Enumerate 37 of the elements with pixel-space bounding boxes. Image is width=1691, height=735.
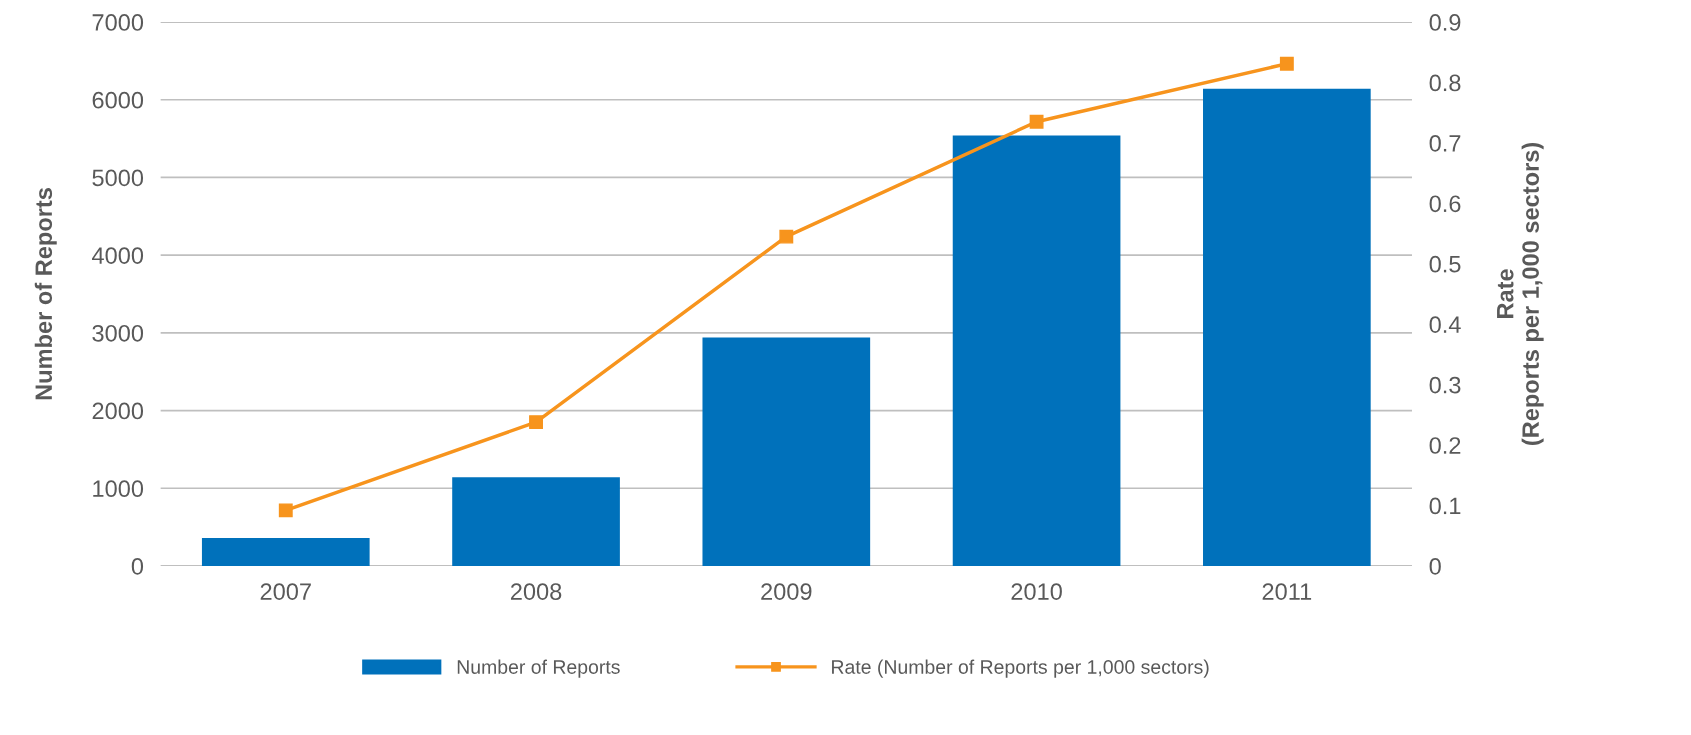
point	[1029, 114, 1044, 129]
y2-tick-label: 0.6	[1429, 195, 1461, 213]
legend-label: Rate (Number of Reports per 1,000 sectors)	[832, 659, 1209, 678]
bar	[952, 135, 1121, 566]
y2-tick-label: 0.1	[1429, 497, 1461, 515]
y2-tick-label: 0.5	[1429, 255, 1461, 273]
legend-label: Number of Reports	[457, 659, 620, 678]
y-tick-label: 4000	[92, 247, 144, 264]
y2-tick-label: 0	[1429, 558, 1441, 575]
y2-tick-label: 0.9	[1429, 14, 1461, 31]
y2-tick-label: 0.7	[1429, 134, 1461, 152]
point	[529, 415, 543, 430]
point	[278, 503, 293, 518]
y2-axis-title: Rate (Reports per 1,000 sectors)	[1497, 142, 1544, 446]
y-tick-label: 3000	[92, 324, 144, 342]
x-tick-label: 2011	[1262, 583, 1312, 600]
point	[779, 229, 794, 244]
y2-tick-label: 0.3	[1429, 376, 1461, 394]
y-tick-label: 7000	[92, 14, 144, 31]
x-tick-label: 2008	[510, 583, 562, 600]
y2-tick-label: 0.4	[1429, 316, 1461, 333]
y-tick-label: 5000	[92, 169, 144, 187]
y2-tick-label: 0.8	[1429, 74, 1461, 92]
y-tick-label: 0	[131, 558, 144, 575]
y-tick-label: 1000	[93, 480, 144, 498]
x-tick-label: 2007	[260, 583, 311, 600]
bar	[452, 477, 620, 566]
y-tick-label: 6000	[92, 91, 144, 109]
bar	[702, 337, 871, 566]
x-tick-label: 2010	[1011, 583, 1062, 600]
y-axis-title: Number of Reports	[34, 188, 57, 400]
bar	[1203, 88, 1371, 566]
point	[1279, 56, 1294, 71]
y2-tick-label: 0.2	[1429, 437, 1461, 454]
x-tick-label: 2009	[761, 583, 812, 600]
y-tick-label: 2000	[92, 402, 144, 420]
bar	[201, 537, 370, 566]
